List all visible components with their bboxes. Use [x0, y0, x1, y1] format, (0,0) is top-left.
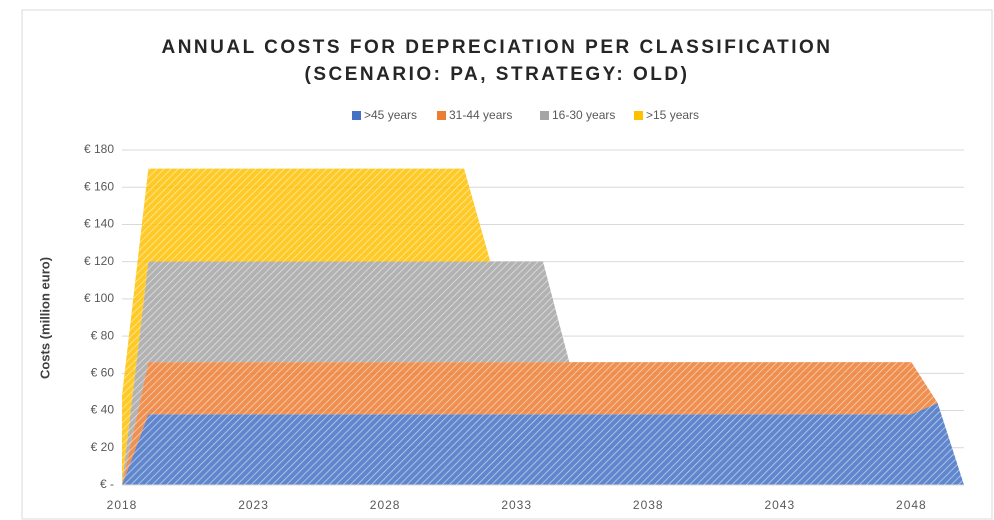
y-tick-label: € 160: [84, 179, 114, 193]
y-tick-label: € -: [100, 477, 114, 491]
x-tick-label: 2033: [501, 498, 532, 512]
x-tick-label: 2043: [764, 498, 795, 512]
y-tick-label: € 120: [84, 254, 114, 268]
area: [122, 261, 964, 485]
x-tick-label: 2028: [370, 498, 401, 512]
y-axis-label: Costs (million euro): [37, 257, 52, 379]
y-tick-label: € 140: [84, 217, 114, 231]
legend-swatch: [634, 111, 643, 120]
legend-swatch: [352, 111, 361, 120]
y-tick-label: € 80: [91, 328, 115, 342]
legend-label: >15 years: [646, 108, 699, 122]
x-tick-label: 2023: [238, 498, 269, 512]
legend-label: >45 years: [364, 108, 417, 122]
area: [122, 362, 964, 485]
area: [122, 168, 964, 485]
x-tick-label: 2048: [896, 498, 927, 512]
area: [122, 403, 964, 485]
y-tick-label: € 180: [84, 142, 114, 156]
legend-label: 31-44 years: [449, 108, 512, 122]
x-tick-label: 2018: [107, 498, 138, 512]
y-tick-label: € 100: [84, 291, 114, 305]
legend-swatch: [540, 111, 549, 120]
legend-swatch: [437, 111, 446, 120]
legend-label: 16-30 years: [552, 108, 615, 122]
y-tick-label: € 40: [91, 403, 115, 417]
chart-title: (SCENARIO: PA, STRATEGY: OLD): [305, 64, 690, 85]
y-tick-label: € 20: [91, 440, 115, 454]
y-tick-label: € 60: [91, 366, 115, 380]
chart-title: ANNUAL COSTS FOR DEPRECIATION PER CLASSI…: [161, 37, 832, 58]
x-tick-label: 2038: [633, 498, 664, 512]
